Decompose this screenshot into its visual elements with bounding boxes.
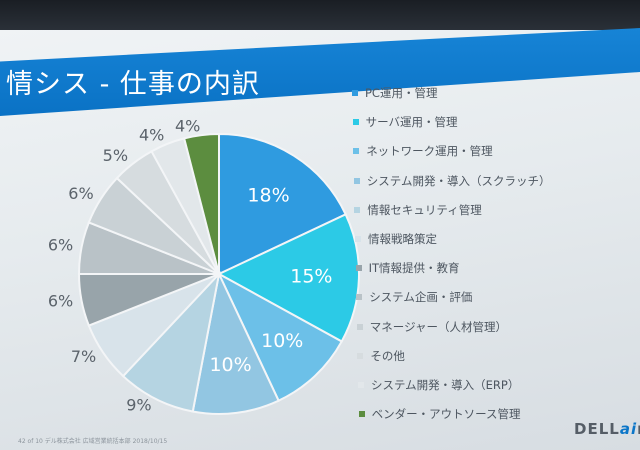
legend-item: 情報セキュリティ管理 — [354, 201, 482, 219]
pie-slice — [191, 270, 280, 415]
legend-label: マネージャー（人材管理） — [369, 319, 507, 334]
slice-data-label: 4% — [175, 116, 200, 135]
legend-swatch — [358, 411, 365, 418]
legend-swatch — [353, 177, 360, 184]
logo-ai: ai — [619, 420, 638, 438]
legend-item: サーバ運用・管理 — [352, 113, 458, 131]
legend-item: システム開発・導入（ERP） — [358, 376, 519, 394]
legend-label: システム開発・導入（スクラッチ） — [366, 173, 551, 188]
legend-swatch — [352, 119, 359, 126]
legend-label: その他 — [370, 348, 405, 363]
slide-title: 情シス - 仕事の内訳 — [6, 69, 260, 100]
pie-slice — [216, 271, 344, 403]
legend-item: システム開発・導入（スクラッチ） — [353, 172, 551, 190]
slice-data-label: 7% — [71, 347, 96, 366]
legend-label: システム企画・評価 — [369, 290, 473, 305]
pie-slice — [182, 132, 220, 275]
legend-swatch — [355, 236, 361, 242]
legend-label: PC運用・管理 — [365, 86, 438, 100]
pie-slice — [121, 270, 221, 413]
legend-item: システム企画・評価 — [356, 288, 472, 306]
legend-label: 情報戦略策定 — [368, 232, 437, 246]
legend-item: PC運用・管理 — [352, 84, 437, 102]
slice-data-label: 9% — [126, 396, 151, 415]
legend-swatch — [352, 90, 358, 96]
legend-swatch — [356, 294, 363, 301]
legend-swatch — [355, 265, 362, 272]
slice-data-label: 15% — [290, 265, 332, 287]
legend-label: ベンダー・アウトソース管理 — [371, 407, 521, 422]
legend-item: マネージャー（人材管理） — [356, 318, 507, 336]
slice-data-label: 5% — [103, 146, 128, 165]
dell-ai-logo: DELLain — [574, 420, 640, 438]
slice-data-label: 6% — [48, 236, 73, 255]
slide-footer: 42 of 10 デル株式会社 広域営業統括本部 2018/10/15 — [18, 438, 168, 445]
legend-swatch — [358, 382, 364, 388]
legend-label: IT情報提供・教育 — [368, 261, 460, 276]
slice-data-label: 6% — [68, 184, 93, 203]
slice-data-label: 10% — [261, 330, 303, 352]
legend-item: ベンダー・アウトソース管理 — [358, 405, 521, 423]
logo-tail: n — [637, 420, 640, 438]
legend-swatch — [353, 148, 360, 155]
legend-item: ネットワーク運用・管理 — [353, 142, 493, 160]
legend-swatch — [356, 323, 363, 330]
slice-data-label: 6% — [48, 291, 73, 310]
slice-data-label: 4% — [139, 126, 164, 145]
legend-label: サーバ運用・管理 — [365, 115, 458, 130]
legend-item: IT情報提供・教育 — [355, 259, 460, 277]
pie-slice — [216, 213, 360, 343]
legend-label: ネットワーク運用・管理 — [366, 144, 493, 159]
legend-label: 情報セキュリティ管理 — [367, 202, 482, 217]
legend-item: 情報戦略策定 — [355, 230, 437, 248]
legend-label: システム開発・導入（ERP） — [371, 378, 520, 392]
pie-slice — [218, 132, 348, 276]
legend-item: その他 — [357, 347, 405, 365]
legend-swatch — [357, 352, 364, 359]
legend-swatch — [354, 206, 361, 213]
slice-data-label: 10% — [209, 354, 251, 376]
slice-data-label: 18% — [247, 184, 289, 206]
screen-top-edge — [0, 0, 640, 30]
logo-brand: DELL — [574, 420, 620, 438]
